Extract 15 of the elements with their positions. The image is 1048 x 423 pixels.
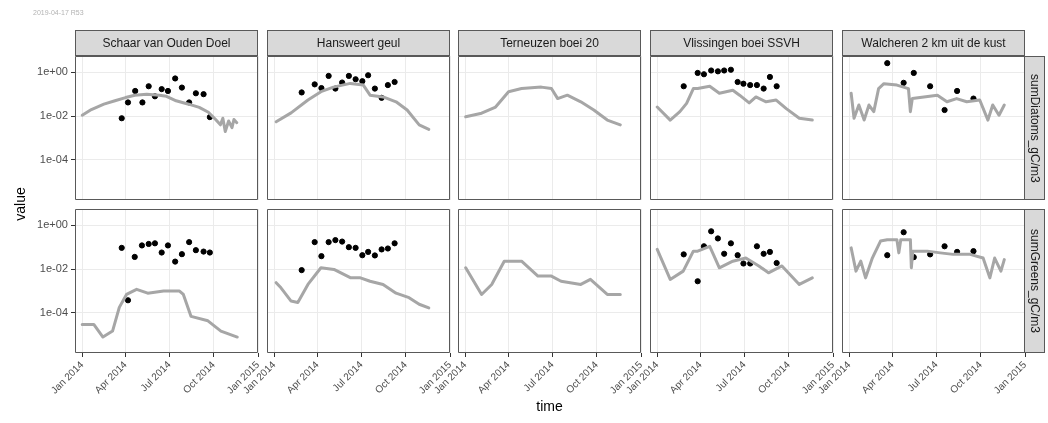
chart-title: Schaar van Ouden Doel: [75, 30, 258, 56]
y-tick-label: 1e+00: [37, 65, 68, 78]
y2-axis-title: sumGreens_gC/m3: [1024, 209, 1045, 353]
x-axis-title: time: [535, 398, 564, 414]
y2-axis-title: sumDiatoms_gC/m3: [1024, 56, 1045, 200]
chart-title: Hansweert geul: [267, 30, 450, 56]
chart-title: Vlissingen boei SSVH: [650, 30, 833, 56]
y-tick-label: 1e+00: [37, 218, 68, 231]
y-tick-label: 1e-02: [39, 262, 68, 275]
y-tick-label: 1e-02: [39, 109, 68, 122]
chart-title: Terneuzen boei 20: [458, 30, 641, 56]
y-tick-label: 1e-04: [39, 153, 68, 166]
chart-title: Walcheren 2 km uit de kust: [842, 30, 1025, 56]
y-axis-title: value: [12, 186, 28, 223]
y-tick-label: 1e-04: [39, 306, 68, 319]
